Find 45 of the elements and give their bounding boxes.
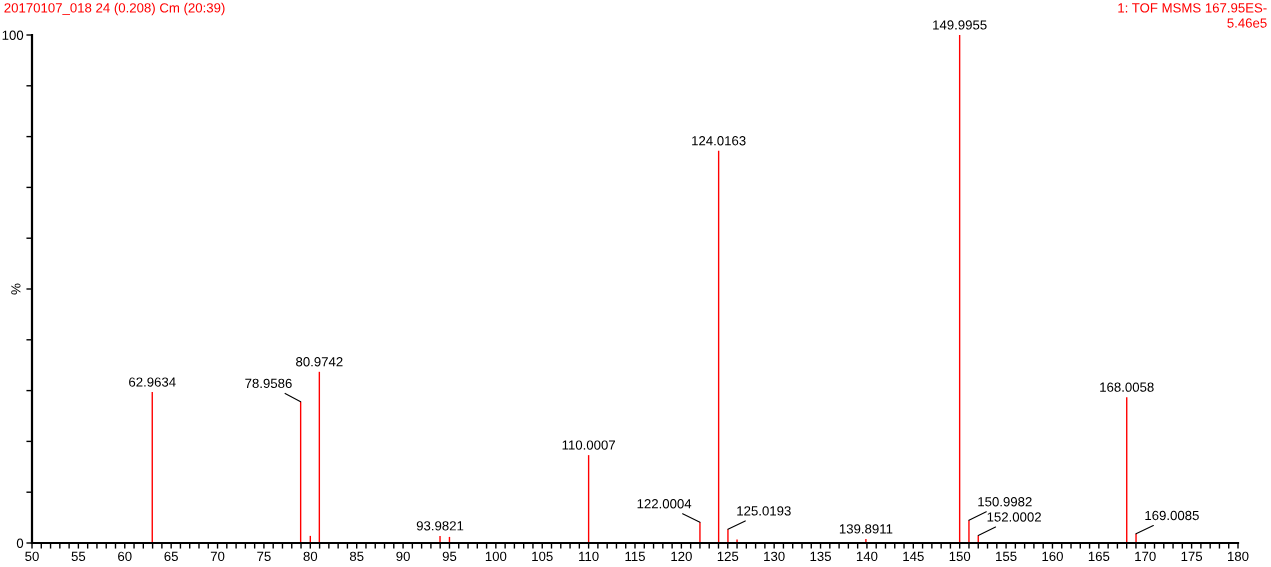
x-tick-label: 150 — [949, 551, 971, 562]
x-tick-label: 100 — [485, 551, 507, 562]
annotation: 149.9955 — [933, 20, 987, 30]
x-tick-label: 65 — [164, 551, 178, 562]
x-tick-label: 110 — [579, 551, 599, 562]
x-tick-label: 170 — [1135, 551, 1156, 562]
x-tick-label: 155 — [996, 551, 1017, 562]
annotation: 150.9982 — [978, 497, 1032, 507]
x-tick-label: 165 — [1088, 551, 1110, 562]
x-tick-label: 105 — [532, 551, 553, 562]
annotation: 168.0058 — [1100, 382, 1154, 392]
chart-subtitle: 1: TOF MSMS 167.95ES- 5.46e5 — [1118, 3, 1267, 28]
x-tick-label: 80 — [303, 551, 318, 562]
x-tick-label: 125 — [717, 551, 739, 562]
x-tick-label: 140 — [856, 551, 878, 562]
annotation: 139.8911 — [839, 524, 893, 534]
annotation: 169.0085 — [1145, 510, 1199, 521]
annotation: 152.0002 — [987, 512, 1041, 522]
x-tick-label: 160 — [1042, 551, 1063, 562]
annotation: 62.9634 — [129, 377, 176, 387]
annotation: 78.9586 — [245, 378, 292, 389]
y-tick-label: 0 — [16, 538, 24, 548]
annotation: 122.0004 — [637, 499, 692, 509]
annotation: 93.9821 — [416, 521, 464, 531]
x-tick-label: 70 — [210, 551, 225, 562]
x-tick-label: 135 — [810, 551, 831, 562]
x-tick-label: 95 — [442, 551, 457, 562]
annotation: 80.9742 — [296, 357, 343, 367]
x-tick-label: 75 — [257, 551, 271, 562]
chart-title: 20170107_018 24 (0.208) Cm (20:39) — [4, 2, 225, 16]
x-tick-label: 175 — [1181, 551, 1203, 562]
annotation: 124.0163 — [692, 136, 746, 146]
x-tick-label: 85 — [349, 551, 364, 562]
annotation: 110.0007 — [562, 440, 615, 450]
x-tick-label: 120 — [671, 551, 692, 562]
annotation: 125.0193 — [737, 506, 791, 516]
x-tick-label: 180 — [1228, 551, 1249, 562]
x-tick-label: 90 — [396, 551, 410, 562]
y-axis-title: % — [11, 283, 21, 295]
x-tick-label: 130 — [764, 551, 785, 562]
x-tick-label: 115 — [625, 551, 645, 562]
x-tick-label: 55 — [71, 551, 86, 562]
x-tick-label: 145 — [903, 551, 924, 562]
x-tick-label: 50 — [25, 551, 39, 562]
x-tick-label: 60 — [118, 551, 132, 562]
